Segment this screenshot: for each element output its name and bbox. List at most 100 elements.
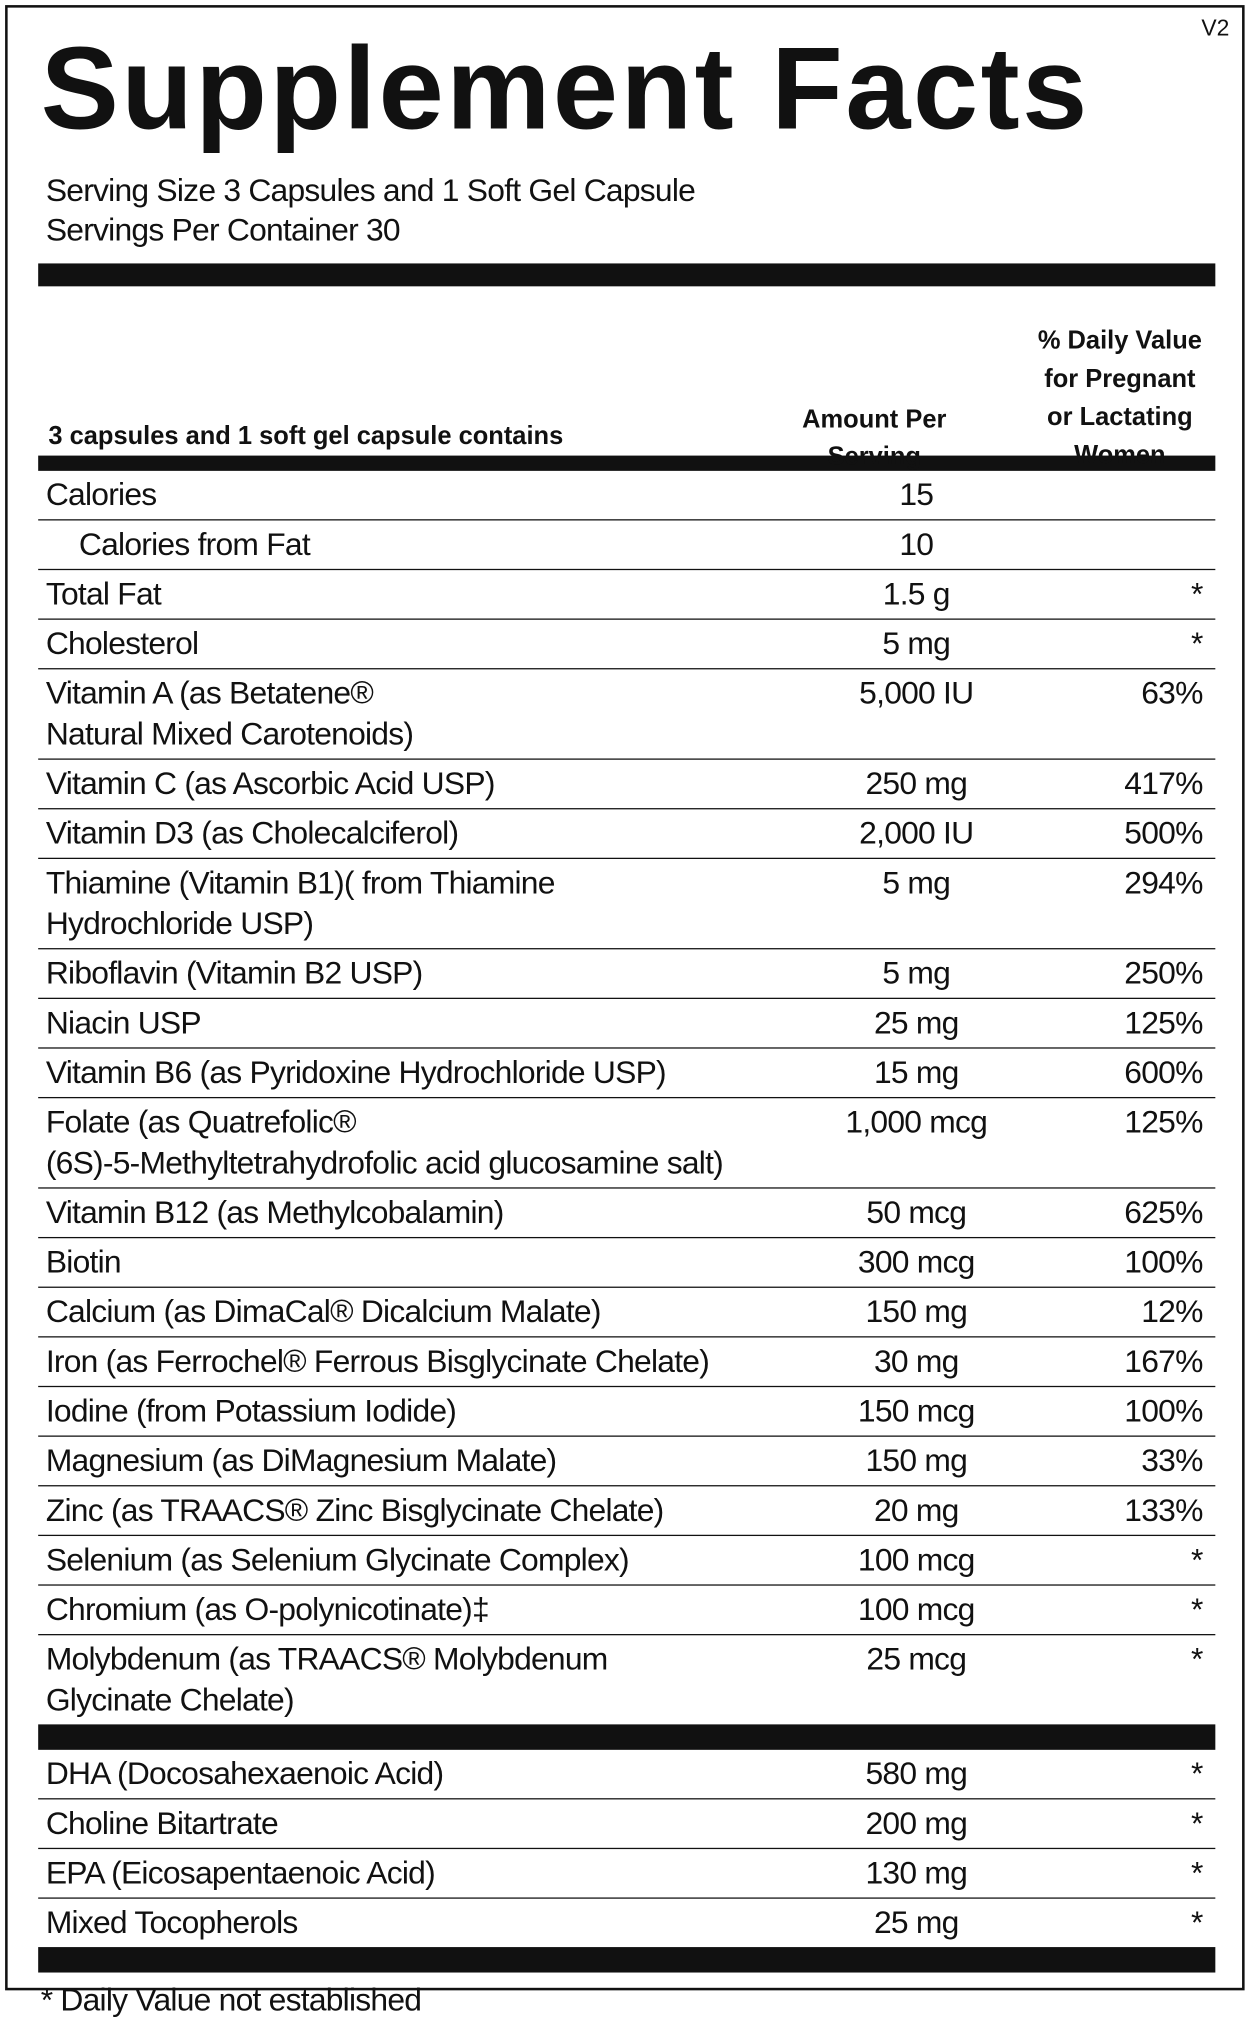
nutrient-row: Vitamin C (as Ascorbic Acid USP) 250 mg 41… [38,760,1216,810]
header-amount: Serving [827,442,921,471]
nutrient-name: DHA (Docosahexaenoic Acid) [45,1756,444,1792]
daily-value: * [1190,576,1203,613]
nutrient-row: Choline Bitartrate 200 mg * [38,1799,1216,1850]
thick-rule [38,1947,1216,1973]
servings-per-container: Servings Per Container 30 [45,212,401,249]
header-daily-value: Women [1074,441,1166,470]
amount: 15 mg [873,1054,959,1091]
daily-value: 600% [1124,1054,1203,1091]
amount: 25 mg [873,1905,959,1941]
nutrient-name: Selenium (as Selenium Glycinate Complex) [45,1542,630,1579]
amount: 25 mg [873,1005,959,1041]
nutrient-name: Calories from Fat [78,526,311,563]
daily-value: 33% [1141,1443,1203,1479]
amount: 30 mg [873,1343,959,1380]
version: V2 [1201,15,1230,41]
footnote: * Daily Value not established [40,1982,422,2019]
header-daily-value: for Pregnant [1044,365,1196,394]
daily-value: 294% [1124,865,1203,902]
nutrient-row: Mixed Tocopherols 25 mg * [38,1899,1215,1947]
nutrient-name: Mixed Tocopherols [45,1905,298,1941]
nutrient-name: Total Fat [45,576,162,613]
amount: 100 mcg [857,1542,975,1579]
thick-rule [38,455,1216,471]
nutrient-name: Glycinate Chelate) [45,1682,295,1719]
amount: 300 mcg [857,1244,975,1281]
daily-value: 250% [1124,955,1203,992]
nutrient-row: Calories 15 [38,471,1216,521]
amount: 25 mcg [866,1641,967,1678]
nutrient-name: Calories [45,477,157,513]
nutrient-name: EPA (Eicosapentaenoic Acid) [45,1855,436,1892]
nutrient-row: Vitamin B12 (as Methylcobalamin) 50 mcg 62… [38,1189,1216,1239]
nutrient-name: Riboflavin (Vitamin B2 USP) [45,955,423,992]
amount: 5,000 IU [859,675,974,712]
nutrient-name: Magnesium (as DiMagnesium Malate) [45,1443,557,1479]
amount: 15 [899,477,934,513]
amount: 2,000 IU [859,815,974,852]
nutrient-row: Iron (as Ferrochel® Ferrous Bisglycinate… [38,1338,1216,1388]
daily-value: 100% [1124,1393,1203,1430]
nutrient-row: Selenium (as Selenium Glycinate Complex)… [38,1536,1216,1586]
daily-value: 125% [1124,1104,1203,1141]
nutrient-name: Folate (as Quatrefolic® [45,1104,357,1141]
nutrient-row: Folate (as Quatrefolic® (6S)-5-Methyltetr… [38,1098,1216,1189]
amount: 5 mg [882,626,951,662]
nutrient-row: Cholesterol 5 mg * [38,620,1216,670]
daily-value: 100% [1124,1244,1203,1281]
nutrient-name: (6S)-5-Methyltetrahydrofolic acid glucos… [45,1145,724,1181]
amount: 20 mg [873,1492,959,1529]
amount: 50 mcg [866,1194,967,1231]
nutrient-row: Riboflavin (Vitamin B2 USP) 5 mg 250% [38,949,1216,999]
daily-value: * [1190,1592,1203,1628]
nutrient-section: DHA (Docosahexaenoic Acid) 580 mg * Choline… [38,1750,1216,1947]
nutrient-row: Vitamin D3 (as Cholecalciferol) 2,000 IU 5… [38,809,1216,860]
nutrient-name: Iodine (from Potassium Iodide) [45,1393,457,1430]
daily-value: 133% [1124,1492,1203,1529]
nutrient-name: Cholesterol [45,626,199,662]
nutrient-name: Biotin [45,1244,122,1281]
header-contains: 3 capsules and 1 soft gel capsule contai… [48,422,564,451]
facts-table: 3 capsules and 1 soft gel capsule contai… [38,263,1216,2019]
nutrient-row: Zinc (as TRAACS® Zinc Bisglycinate Chela… [38,1486,1216,1537]
daily-value: * [1190,1805,1203,1842]
nutrient-row: Calories from Fat 10 [38,520,1216,571]
nutrient-row: Molybdenum (as TRAACS® Molybdenum Glycina… [38,1635,1215,1724]
nutrient-name: Vitamin C (as Ascorbic Acid USP) [45,766,496,802]
nutrient-name: Chromium (as O-polynicotinate)‡ [45,1592,490,1628]
amount: 1,000 mcg [845,1104,988,1141]
amount: 130 mg [865,1855,968,1892]
amount: 250 mg [865,766,968,802]
header-amount: Amount Per [802,405,947,434]
label-border [5,5,1245,1991]
daily-value: 125% [1124,1005,1203,1041]
nutrient-row: DHA (Docosahexaenoic Acid) 580 mg * [38,1750,1216,1800]
daily-value: 12% [1141,1294,1203,1330]
nutrient-row: Iodine (from Potassium Iodide) 150 mcg 100… [38,1387,1216,1437]
amount: 5 mg [882,955,951,992]
nutrient-name: Natural Mixed Carotenoids) [45,716,414,753]
daily-value: 63% [1141,675,1203,712]
nutrient-row: EPA (Eicosapentaenoic Acid) 130 mg * [38,1849,1216,1899]
nutrient-name: Molybdenum (as TRAACS® Molybdenum [45,1641,608,1678]
nutrient-name: Vitamin B6 (as Pyridoxine Hydrochloride … [45,1054,667,1091]
amount: 150 mg [865,1294,968,1330]
amount: 200 mg [865,1805,968,1842]
nutrient-name: Hydrochloride USP) [45,906,314,942]
nutrient-row: Biotin 300 mcg 100% [38,1238,1216,1288]
nutrient-name: Vitamin A (as Betatene® [45,675,374,712]
nutrient-row: Thiamine (Vitamin B1)( from Thiamine Hydr… [38,859,1216,950]
nutrient-name: Vitamin B12 (as Methylcobalamin) [45,1194,504,1231]
nutrient-name: Zinc (as TRAACS® Zinc Bisglycinate Chela… [45,1492,664,1529]
thick-rule [38,1724,1216,1750]
nutrient-row: Vitamin B6 (as Pyridoxine Hydrochloride … [38,1049,1216,1099]
nutrient-name: Choline Bitartrate [45,1805,279,1842]
nutrient-name: Niacin USP [45,1005,202,1041]
serving-size: Serving Size 3 Capsules and 1 Soft Gel C… [45,173,696,209]
nutrient-row: Niacin USP 25 mg 125% [38,999,1216,1049]
thick-rule [38,263,1216,287]
nutrient-name: Iron (as Ferrochel® Ferrous Bisglycinate… [45,1343,710,1380]
nutrient-row: Total Fat 1.5 g * [38,570,1216,620]
